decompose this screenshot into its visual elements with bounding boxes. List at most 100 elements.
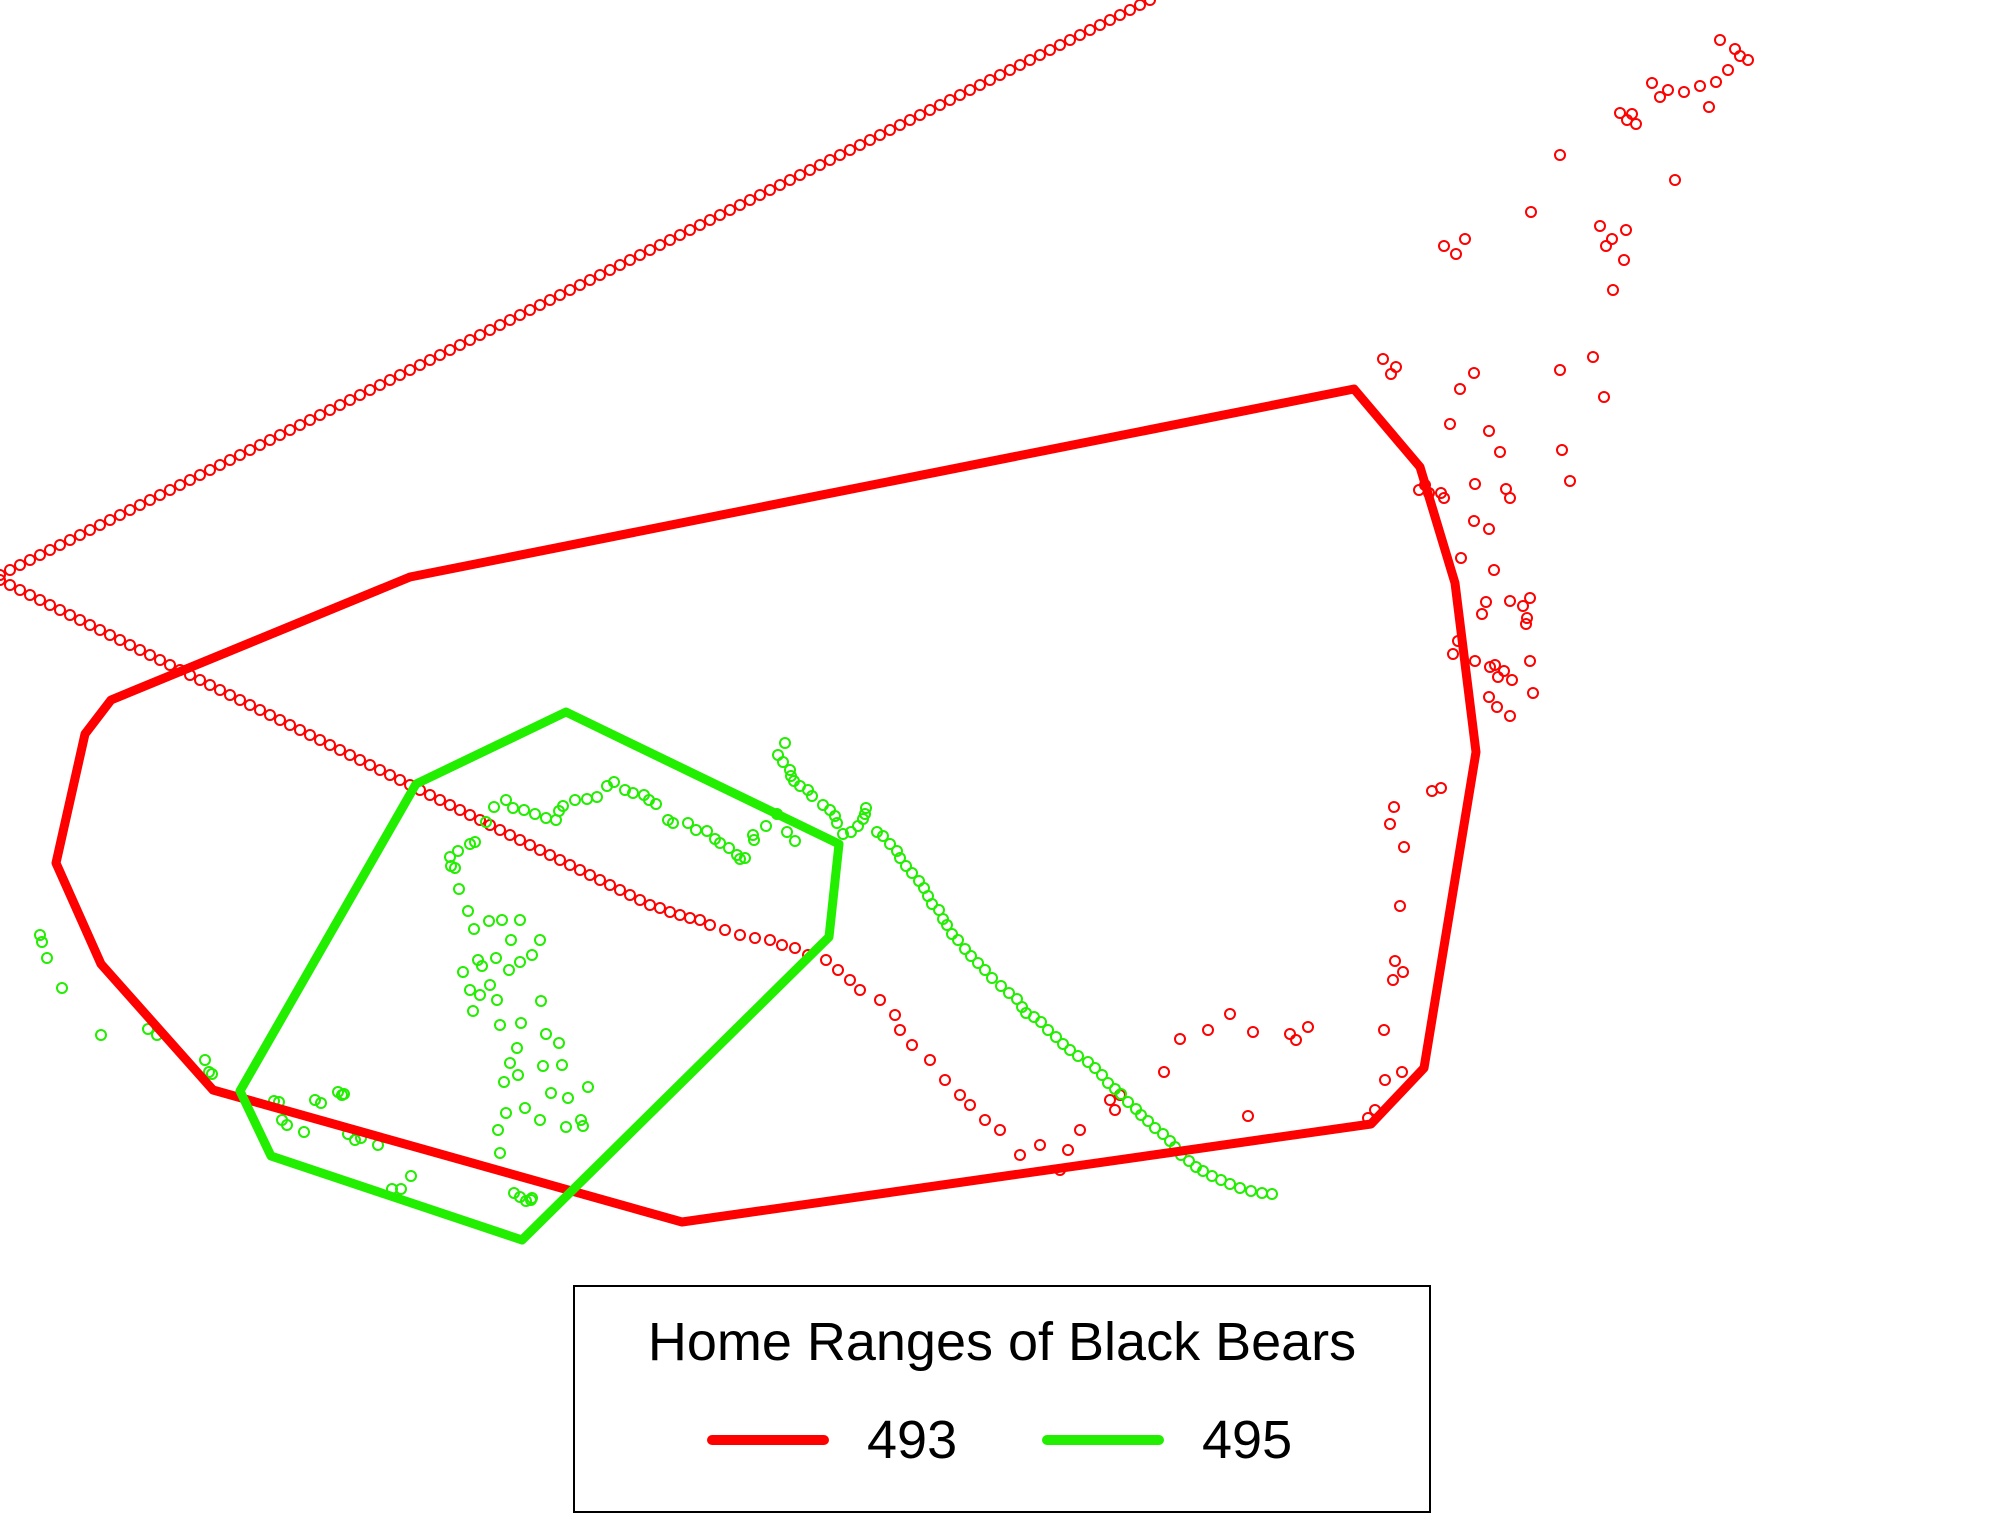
point-495-154 — [972, 957, 984, 969]
point-495-63 — [503, 964, 515, 976]
point-493-30 — [1385, 368, 1397, 380]
point-493-81 — [1387, 974, 1399, 986]
point-493-200 — [24, 554, 36, 566]
point-495-117 — [779, 737, 791, 749]
point-493-199 — [14, 559, 26, 571]
point-493-253 — [554, 289, 566, 301]
point-495-25 — [405, 1170, 417, 1182]
point-493-252 — [544, 294, 556, 306]
point-493-99 — [1074, 1124, 1086, 1136]
point-493-171 — [244, 699, 256, 711]
point-493-35 — [1598, 391, 1610, 403]
point-493-136 — [594, 874, 606, 886]
point-493-283 — [854, 139, 866, 151]
point-495-112 — [747, 829, 759, 841]
point-493-185 — [104, 629, 116, 641]
point-495-61 — [472, 954, 484, 966]
point-493-241 — [434, 349, 446, 361]
point-493-258 — [604, 264, 616, 276]
point-493-244 — [464, 334, 476, 346]
point-493-115 — [844, 974, 856, 986]
point-493-131 — [644, 899, 656, 911]
point-493-290 — [924, 104, 936, 116]
point-493-279 — [814, 159, 826, 171]
point-493-59 — [1476, 608, 1488, 620]
point-493-197 — [0, 569, 6, 581]
point-493-186 — [94, 624, 106, 636]
point-495-81 — [488, 801, 500, 813]
point-493-90 — [1242, 1110, 1254, 1122]
point-495-131 — [845, 826, 857, 838]
point-495-3 — [56, 982, 68, 994]
point-493-132 — [634, 894, 646, 906]
point-493-112 — [889, 1009, 901, 1021]
point-493-238 — [404, 364, 416, 376]
hull-495 — [235, 707, 844, 1245]
point-493-305 — [1074, 29, 1086, 41]
point-493-287 — [894, 119, 906, 131]
point-495-66 — [534, 934, 546, 946]
point-493-298 — [1004, 64, 1016, 76]
point-493-295 — [974, 79, 986, 91]
point-493-301 — [1034, 49, 1046, 61]
point-493-44 — [1468, 515, 1480, 527]
point-495-111 — [748, 834, 760, 846]
point-495-103 — [690, 824, 702, 836]
point-493-54 — [1504, 595, 1516, 607]
point-493-72 — [1504, 710, 1516, 722]
point-493-261 — [634, 249, 646, 261]
point-495-162 — [1028, 1011, 1040, 1023]
point-493-167 — [284, 719, 296, 731]
point-495-43 — [556, 1059, 568, 1071]
point-493-277 — [794, 169, 806, 181]
point-493-219 — [214, 459, 226, 471]
point-493-83 — [1396, 1066, 1408, 1078]
point-495-70 — [483, 915, 495, 927]
point-495-180 — [1157, 1128, 1169, 1140]
point-493-87 — [1284, 1028, 1296, 1040]
point-495-168 — [1072, 1050, 1084, 1062]
point-493-26 — [1618, 254, 1630, 266]
point-495-104 — [701, 825, 713, 837]
point-493-62 — [1469, 655, 1481, 667]
point-493-70 — [1483, 691, 1495, 703]
point-493-145 — [504, 829, 516, 841]
point-493-107 — [954, 1089, 966, 1101]
point-493-149 — [464, 809, 476, 821]
point-495-42 — [545, 1087, 557, 1099]
point-493-142 — [534, 844, 546, 856]
point-495-92 — [591, 791, 603, 803]
point-493-71 — [1491, 701, 1503, 713]
point-493-77 — [1398, 841, 1410, 853]
point-495-67 — [505, 934, 517, 946]
point-493-64 — [1484, 661, 1496, 673]
point-495-85 — [529, 808, 541, 820]
point-493-213 — [154, 489, 166, 501]
point-493-61 — [1447, 648, 1459, 660]
point-493-55 — [1480, 596, 1492, 608]
point-495-48 — [537, 1060, 549, 1072]
point-493-256 — [584, 274, 596, 286]
point-493-310 — [1124, 4, 1136, 16]
point-493-52 — [1488, 564, 1500, 576]
point-493-209 — [114, 509, 126, 521]
point-493-4 — [1722, 64, 1734, 76]
point-493-163 — [324, 739, 336, 751]
point-493-9 — [1662, 84, 1674, 96]
point-493-6 — [1694, 80, 1706, 92]
point-495-44 — [515, 1017, 527, 1029]
point-493-196 — [0, 574, 6, 586]
point-493-262 — [644, 244, 656, 256]
point-493-45 — [1483, 523, 1495, 535]
point-493-95 — [1158, 1066, 1170, 1078]
point-493-275 — [774, 179, 786, 191]
point-493-206 — [84, 524, 96, 536]
point-493-182 — [134, 644, 146, 656]
point-495-151 — [952, 934, 964, 946]
point-493-214 — [164, 484, 176, 496]
point-493-110 — [906, 1039, 918, 1051]
point-493-84 — [1379, 1074, 1391, 1086]
point-493-117 — [820, 954, 832, 966]
point-493-217 — [194, 469, 206, 481]
point-493-222 — [244, 444, 256, 456]
